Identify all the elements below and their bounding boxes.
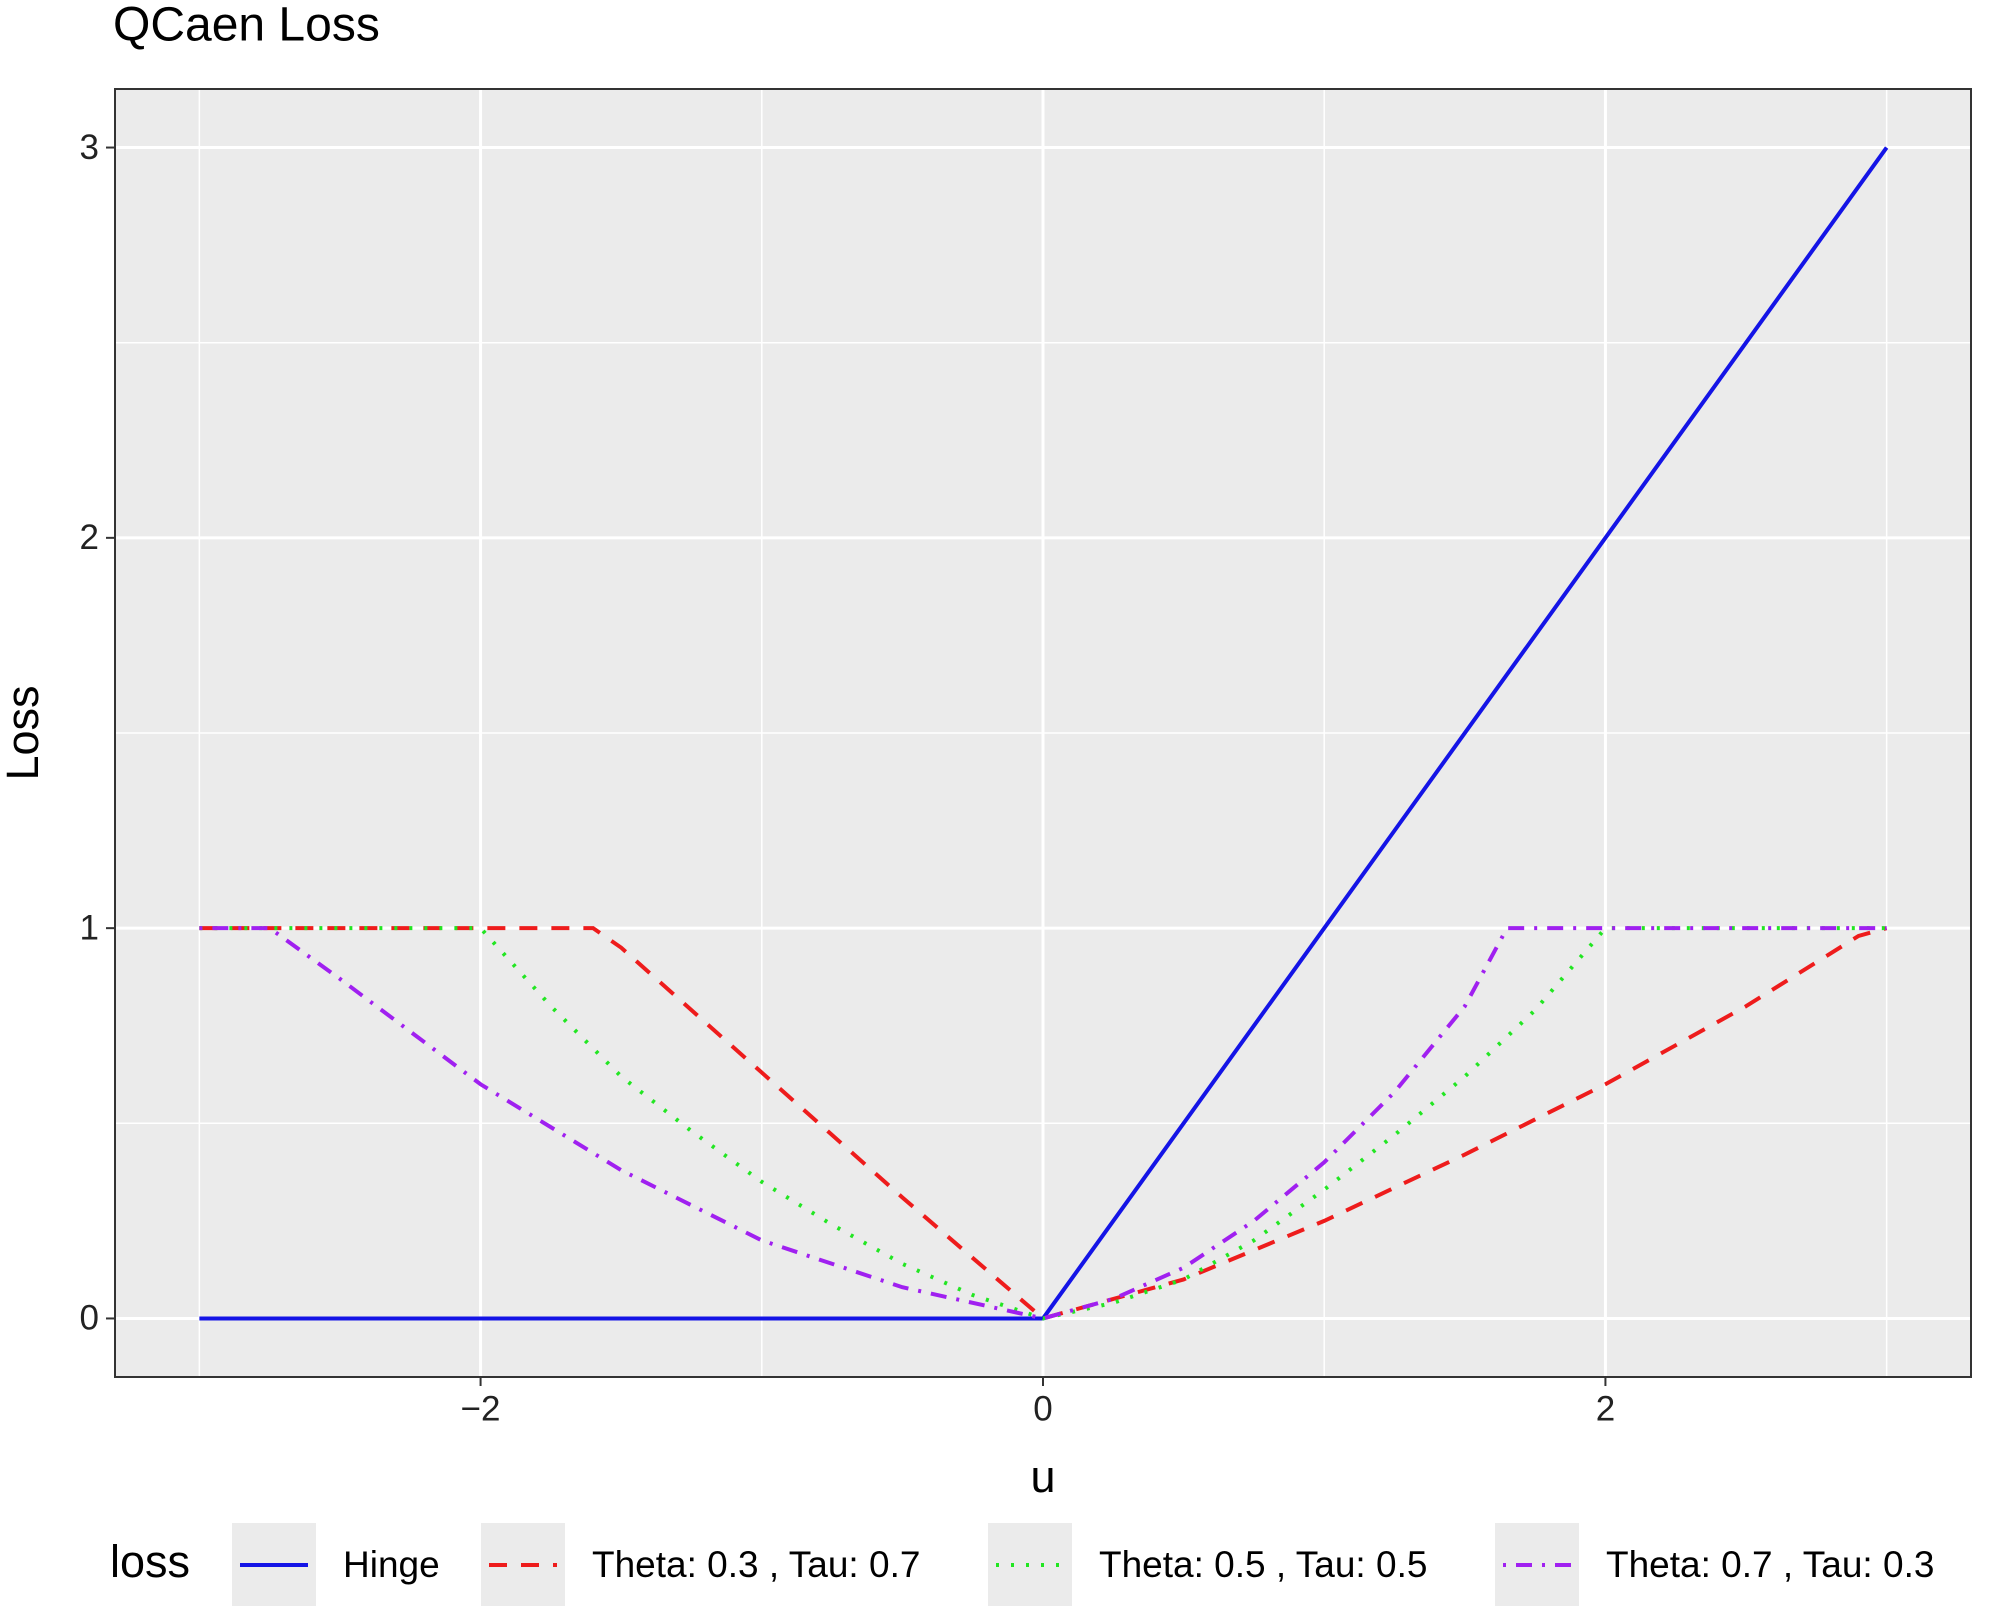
y-tick-label: 0: [80, 1299, 99, 1338]
y-axis-title: Loss: [0, 685, 48, 780]
y-tick-label: 3: [80, 128, 99, 167]
y-tick-label: 1: [80, 908, 99, 947]
legend-key: [988, 1523, 1072, 1606]
legend-title: loss: [110, 1536, 190, 1587]
line: [199, 926, 1887, 1321]
legend-label: Theta: 0.7 , Tau: 0.3: [1606, 1544, 1934, 1585]
y-tick-label: 2: [80, 518, 99, 557]
x-tick-label: 2: [1596, 1389, 1615, 1428]
plot-border: [114, 88, 1972, 1378]
line: [199, 926, 1888, 1321]
x-tick-label: 0: [1033, 1389, 1052, 1428]
legend-label: Theta: 0.3 , Tau: 0.7: [592, 1544, 920, 1585]
legend-label: Hinge: [343, 1544, 440, 1585]
chart-title: QCaen Loss: [113, 0, 380, 52]
x-axis-title: u: [1030, 1451, 1055, 1502]
line: [199, 926, 1887, 1321]
x-tick-label: −2: [461, 1389, 501, 1428]
legend-label: Theta: 0.5 , Tau: 0.5: [1099, 1544, 1427, 1585]
